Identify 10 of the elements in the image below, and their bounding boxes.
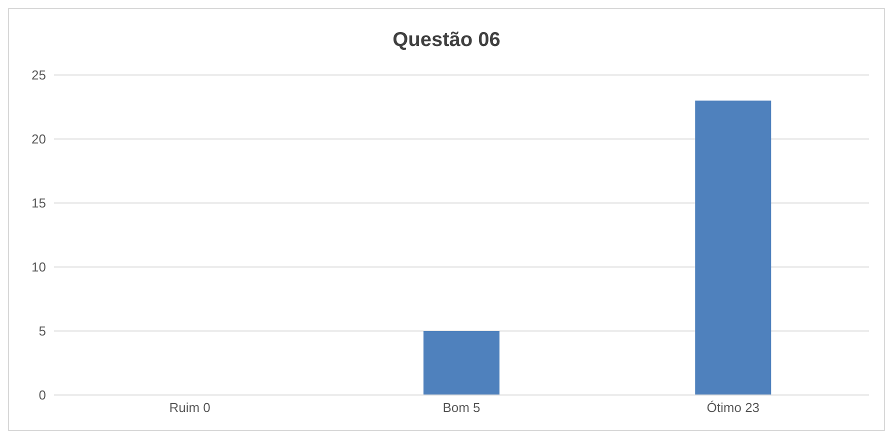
y-tick-label: 20: [32, 132, 46, 147]
y-tick-label: 5: [38, 324, 46, 339]
chart-title: Questão 06: [392, 28, 502, 53]
x-tick-label: Bom 5: [442, 400, 480, 416]
x-tick-label: Ruim 0: [169, 400, 210, 416]
y-tick-label: 15: [32, 196, 46, 211]
y-tick-label: 10: [32, 260, 46, 275]
y-tick-label: 25: [32, 68, 46, 83]
y-tick-label: 0: [38, 388, 46, 403]
x-tick-label: Ótimo 23: [706, 400, 760, 416]
